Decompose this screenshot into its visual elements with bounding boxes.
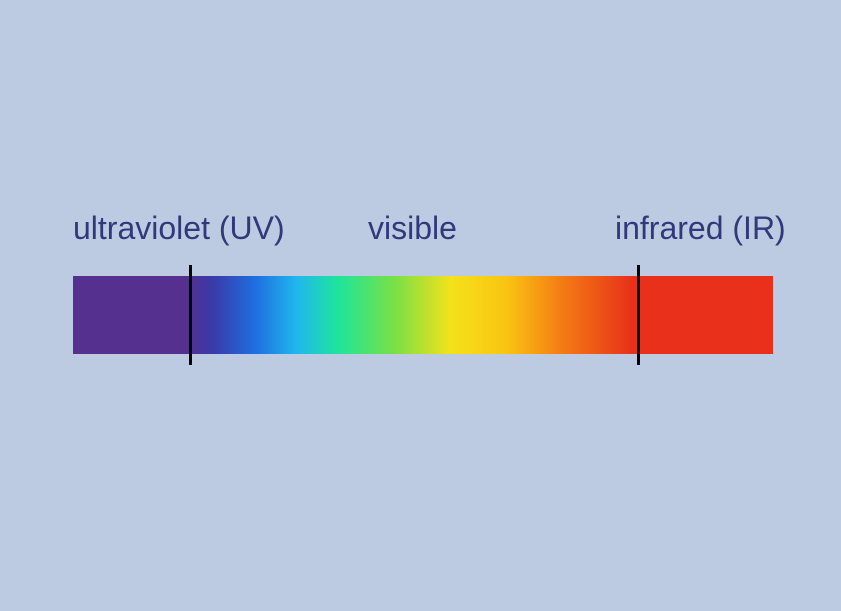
label-visible: visible — [368, 210, 457, 247]
spectrum-gradient-bar — [73, 276, 773, 354]
uv-visible-divider — [189, 265, 192, 365]
spectrum-diagram: ultraviolet (UV) visible infrared (IR) — [0, 0, 841, 611]
label-ultraviolet: ultraviolet (UV) — [73, 210, 285, 247]
label-infrared: infrared (IR) — [615, 210, 786, 247]
visible-ir-divider — [637, 265, 640, 365]
